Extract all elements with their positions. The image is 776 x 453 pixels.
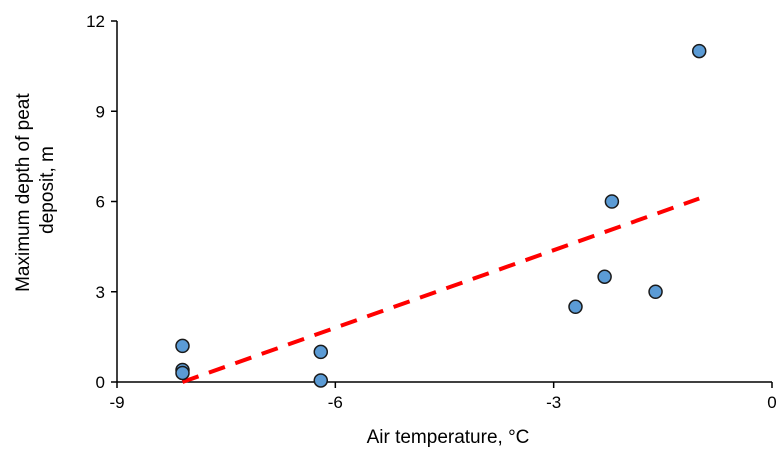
y-tick-label: 6 <box>96 193 105 212</box>
data-point <box>313 344 329 360</box>
data-point <box>597 269 612 284</box>
x-tick-label: -9 <box>109 393 124 412</box>
data-point <box>175 338 190 354</box>
x-tick-label: -3 <box>546 393 561 412</box>
x-axis-title: Air temperature, °C <box>367 427 530 448</box>
data-point <box>313 373 329 388</box>
y-axis-title: Maximum depth of peat deposit, m <box>13 88 58 292</box>
x-tick-label: -6 <box>328 393 343 412</box>
trendline <box>181 196 700 384</box>
y-axis-title-line-1: Maximum depth of peat <box>13 93 34 292</box>
y-tick-label: 3 <box>96 283 105 302</box>
trendline-group <box>181 196 700 384</box>
data-point <box>648 284 663 299</box>
ticks: 0 3 6 9 12 -9 -6 -3 0 <box>86 12 776 412</box>
data-point <box>691 43 707 59</box>
data-point <box>175 365 190 381</box>
y-tick-label: 12 <box>86 12 105 31</box>
x-tick-label: 0 <box>767 393 776 412</box>
axes <box>116 21 772 383</box>
y-tick-label: 0 <box>96 373 105 392</box>
y-tick-label: 9 <box>96 102 105 121</box>
y-axis-title-line-2: deposit, m <box>37 146 58 234</box>
data-point <box>604 194 620 209</box>
data-point <box>568 299 583 315</box>
data-points <box>175 43 707 388</box>
